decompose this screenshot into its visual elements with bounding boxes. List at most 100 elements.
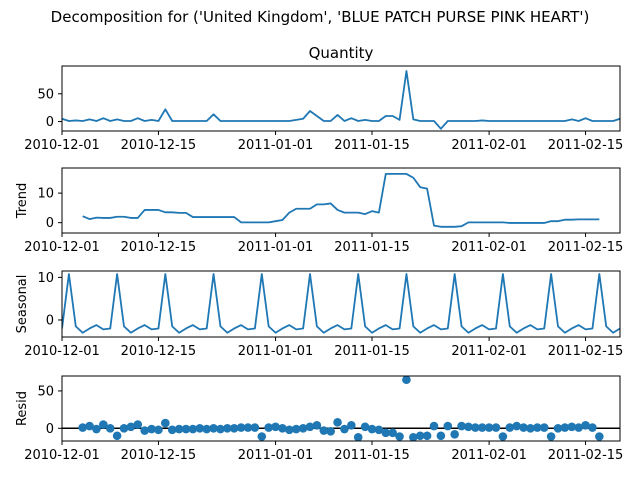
resid-point: [533, 423, 542, 432]
resid-point: [133, 420, 143, 429]
resid-point: [92, 424, 101, 434]
resid-point: [195, 424, 205, 433]
resid-point: [333, 418, 342, 427]
resid-point: [374, 425, 384, 435]
ylabel-resid: Resid: [15, 391, 30, 426]
resid-point: [477, 423, 487, 432]
panel-trend: Trend 0 10 2010-12-01 2010-12-15 2011-01-01 20…: [15, 167, 624, 255]
resid-point: [450, 429, 459, 439]
resid-point: [567, 422, 577, 432]
xtick-label-trend: 2011-01-15: [334, 240, 410, 255]
ytick-label-quantity: 50: [37, 87, 54, 102]
xtick-label-trend: 2011-02-01: [451, 240, 527, 255]
resid-point: [512, 421, 521, 431]
panel-title-quantity: Quantity: [309, 44, 374, 62]
resid-point: [326, 426, 335, 436]
resid-point: [347, 421, 356, 430]
resid-point: [539, 423, 549, 432]
resid-point: [285, 425, 294, 435]
xtick-label-quantity: 2011-01-15: [334, 138, 410, 153]
xtick-label-resid: 2011-02-01: [451, 448, 527, 463]
resid-point: [209, 424, 218, 433]
panels: Quantity 0 50 2010-12-01 2010-12-15 2011-01-0…: [15, 44, 623, 463]
series-resid: [62, 376, 620, 441]
xtick-label-quantity: 2011-01-01: [238, 138, 314, 153]
resid-point: [126, 422, 136, 432]
xtick-label-seasonal: 2011-02-01: [451, 344, 527, 359]
resid-point: [99, 420, 108, 429]
xtick-label-seasonal: 2011-02-15: [548, 344, 624, 359]
resid-point: [298, 424, 308, 433]
resid-point: [519, 423, 528, 432]
xtick-label-trend: 2010-12-15: [121, 240, 197, 255]
seasonal-line: [62, 273, 620, 334]
axes-frame-trend: [61, 167, 621, 234]
resid-point: [319, 426, 329, 435]
resid-point: [367, 424, 377, 434]
ylabel-seasonal: Seasonal: [15, 275, 30, 334]
resid-point: [422, 431, 432, 441]
resid-point: [395, 432, 404, 441]
xtick-label-quantity: 2010-12-01: [24, 138, 100, 153]
ytick-label-resid: 0: [46, 422, 54, 437]
xtick-label-quantity: 2010-12-15: [121, 138, 197, 153]
resid-point: [429, 421, 439, 431]
resid-point: [271, 422, 280, 432]
resid-point: [381, 428, 391, 438]
resid-point: [181, 424, 191, 434]
ytick-label-quantity: 0: [46, 115, 54, 130]
resid-point: [574, 423, 583, 432]
resid-point: [484, 423, 494, 432]
panel-seasonal: Seasonal 0 10 2010-12-01 2010-12-15 2011-01-0…: [15, 270, 624, 359]
xtick-label-resid: 2010-12-15: [121, 448, 197, 463]
xtick-label-resid: 2011-02-15: [548, 448, 624, 463]
resid-point: [188, 424, 198, 434]
resid-point: [174, 424, 184, 434]
resid-point: [581, 421, 590, 430]
resid-point: [443, 421, 453, 431]
resid-point: [505, 423, 515, 432]
resid-point: [216, 424, 225, 434]
resid-point: [161, 418, 170, 428]
resid-point: [415, 431, 425, 441]
resid-point: [167, 425, 177, 435]
resid-point: [140, 426, 149, 435]
resid-point: [291, 424, 301, 434]
panel-resid: Resid 0 50 2010-12-01 2010-12-15 2011-01-01 20…: [15, 375, 623, 463]
resid-point: [464, 422, 473, 432]
axes-frame-resid: [61, 375, 621, 442]
resid-point: [147, 424, 156, 434]
resid-point: [236, 423, 246, 432]
resid-point: [353, 432, 363, 441]
axes-frame-seasonal: [61, 270, 621, 338]
trend-line: [82, 173, 600, 228]
xtick-label-quantity: 2011-02-15: [548, 138, 624, 153]
xtick-label-seasonal: 2010-12-15: [121, 344, 197, 359]
resid-point: [360, 422, 370, 432]
xtick-label-trend: 2011-01-01: [238, 240, 314, 255]
resid-point: [491, 423, 501, 432]
resid-point: [340, 424, 349, 434]
resid-point: [409, 432, 418, 441]
xtick-label-trend: 2011-02-15: [548, 240, 624, 255]
resid-point: [436, 431, 446, 441]
xtick-label-resid: 2010-12-01: [24, 448, 100, 463]
ytick-label-trend: 0: [46, 216, 54, 231]
xtick-label-resid: 2011-01-15: [334, 448, 410, 463]
resid-point: [312, 421, 322, 430]
series-trend: [82, 173, 600, 228]
quantity-line: [62, 70, 620, 130]
ytick-label-seasonal: 10: [37, 271, 54, 286]
resid-point: [588, 423, 597, 432]
resid-point: [457, 421, 466, 431]
ytick-label-seasonal: 0: [46, 313, 54, 328]
ytick-label-trend: 10: [37, 187, 54, 202]
series-quantity: [62, 70, 620, 130]
resid-point: [388, 428, 397, 438]
resid-point: [546, 432, 556, 441]
resid-point: [595, 432, 604, 441]
resid-point: [202, 424, 211, 434]
resid-point: [553, 424, 563, 433]
resid-point: [223, 424, 232, 433]
